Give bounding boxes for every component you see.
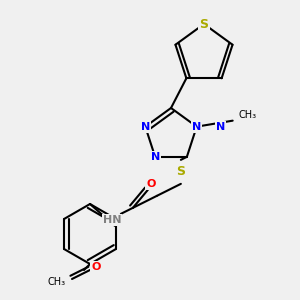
Text: HN: HN bbox=[103, 215, 121, 225]
Text: N: N bbox=[192, 122, 201, 132]
Text: S: S bbox=[200, 17, 208, 31]
Text: N: N bbox=[216, 122, 225, 132]
Text: CH₃: CH₃ bbox=[48, 277, 66, 287]
Text: CH₃: CH₃ bbox=[239, 110, 257, 120]
Text: O: O bbox=[146, 179, 156, 189]
Text: N: N bbox=[141, 122, 150, 132]
Text: O: O bbox=[91, 262, 101, 272]
Text: S: S bbox=[176, 165, 185, 178]
Text: N: N bbox=[151, 152, 160, 162]
